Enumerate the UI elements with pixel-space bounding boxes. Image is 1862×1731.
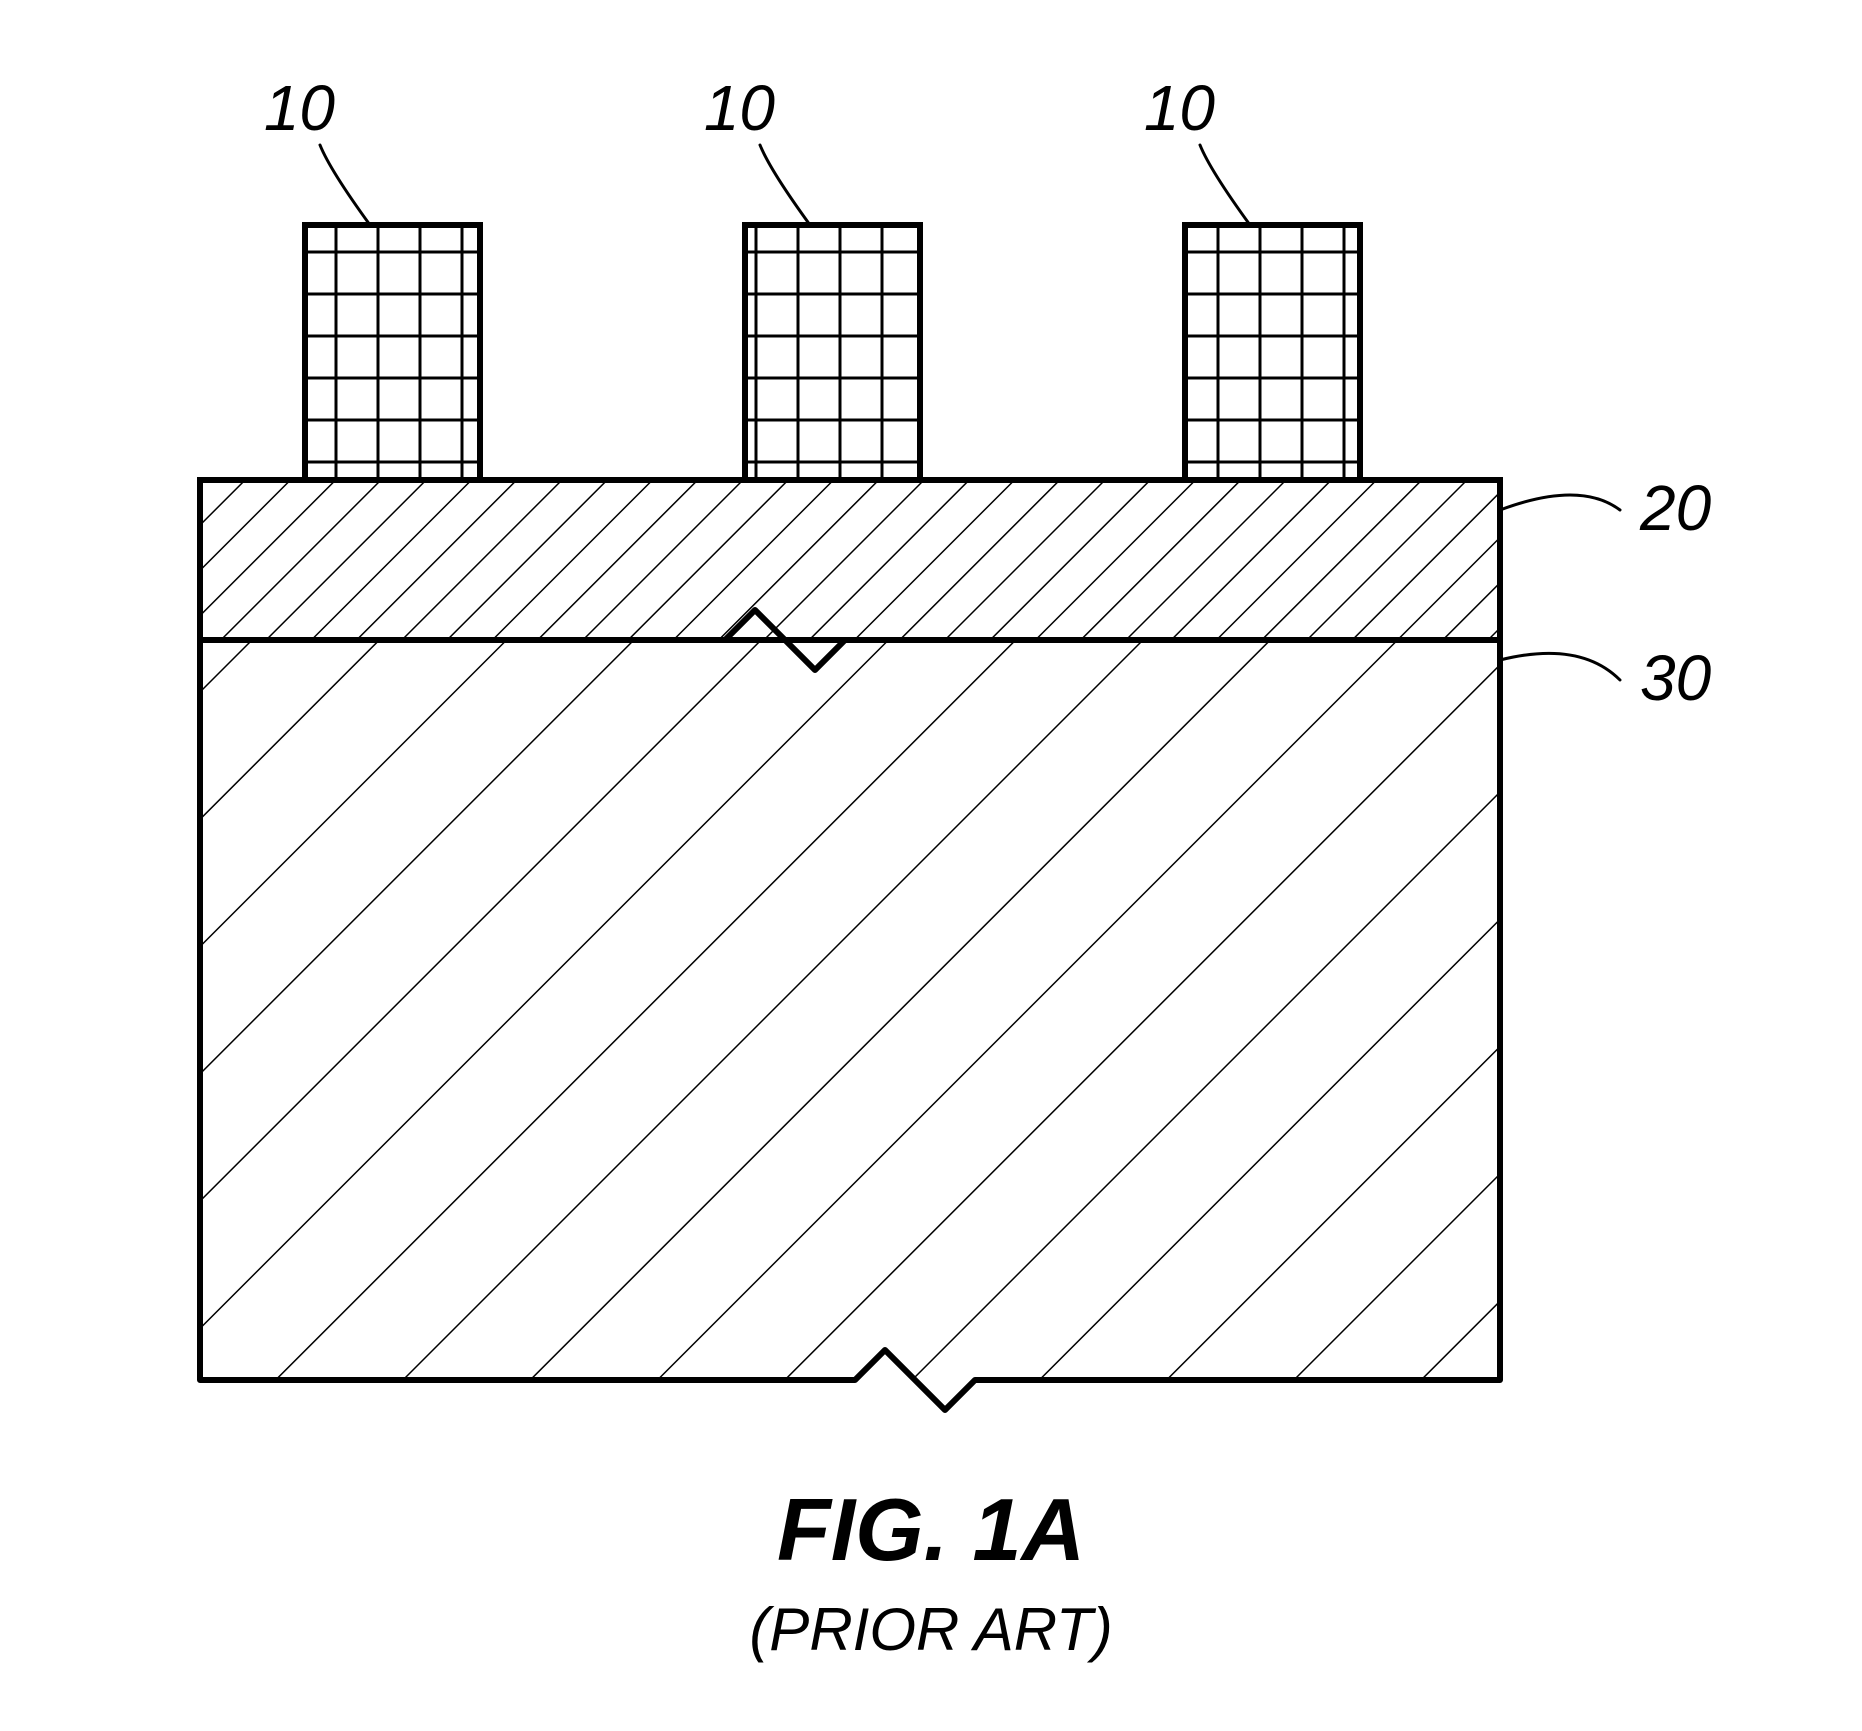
leader-line <box>320 145 370 225</box>
leader-line <box>1500 495 1620 510</box>
leader-line <box>760 145 810 225</box>
layer-20 <box>200 480 1500 640</box>
leader-line <box>1200 145 1250 225</box>
figure-title: FIG. 1A <box>777 1480 1085 1579</box>
ref-label-10: 10 <box>704 72 776 144</box>
ref-label-30: 30 <box>1640 642 1712 714</box>
substrate-layer <box>200 610 1500 1410</box>
block-10 <box>1185 225 1360 480</box>
ref-label-10: 10 <box>1144 72 1216 144</box>
ref-label-10: 10 <box>264 72 336 144</box>
ref-label-20: 20 <box>1639 472 1712 544</box>
block-10 <box>305 225 480 480</box>
figure-subtitle: (PRIOR ART) <box>749 1596 1112 1663</box>
blocks-group <box>305 225 1360 480</box>
block-10 <box>745 225 920 480</box>
leader-line <box>1500 653 1620 680</box>
